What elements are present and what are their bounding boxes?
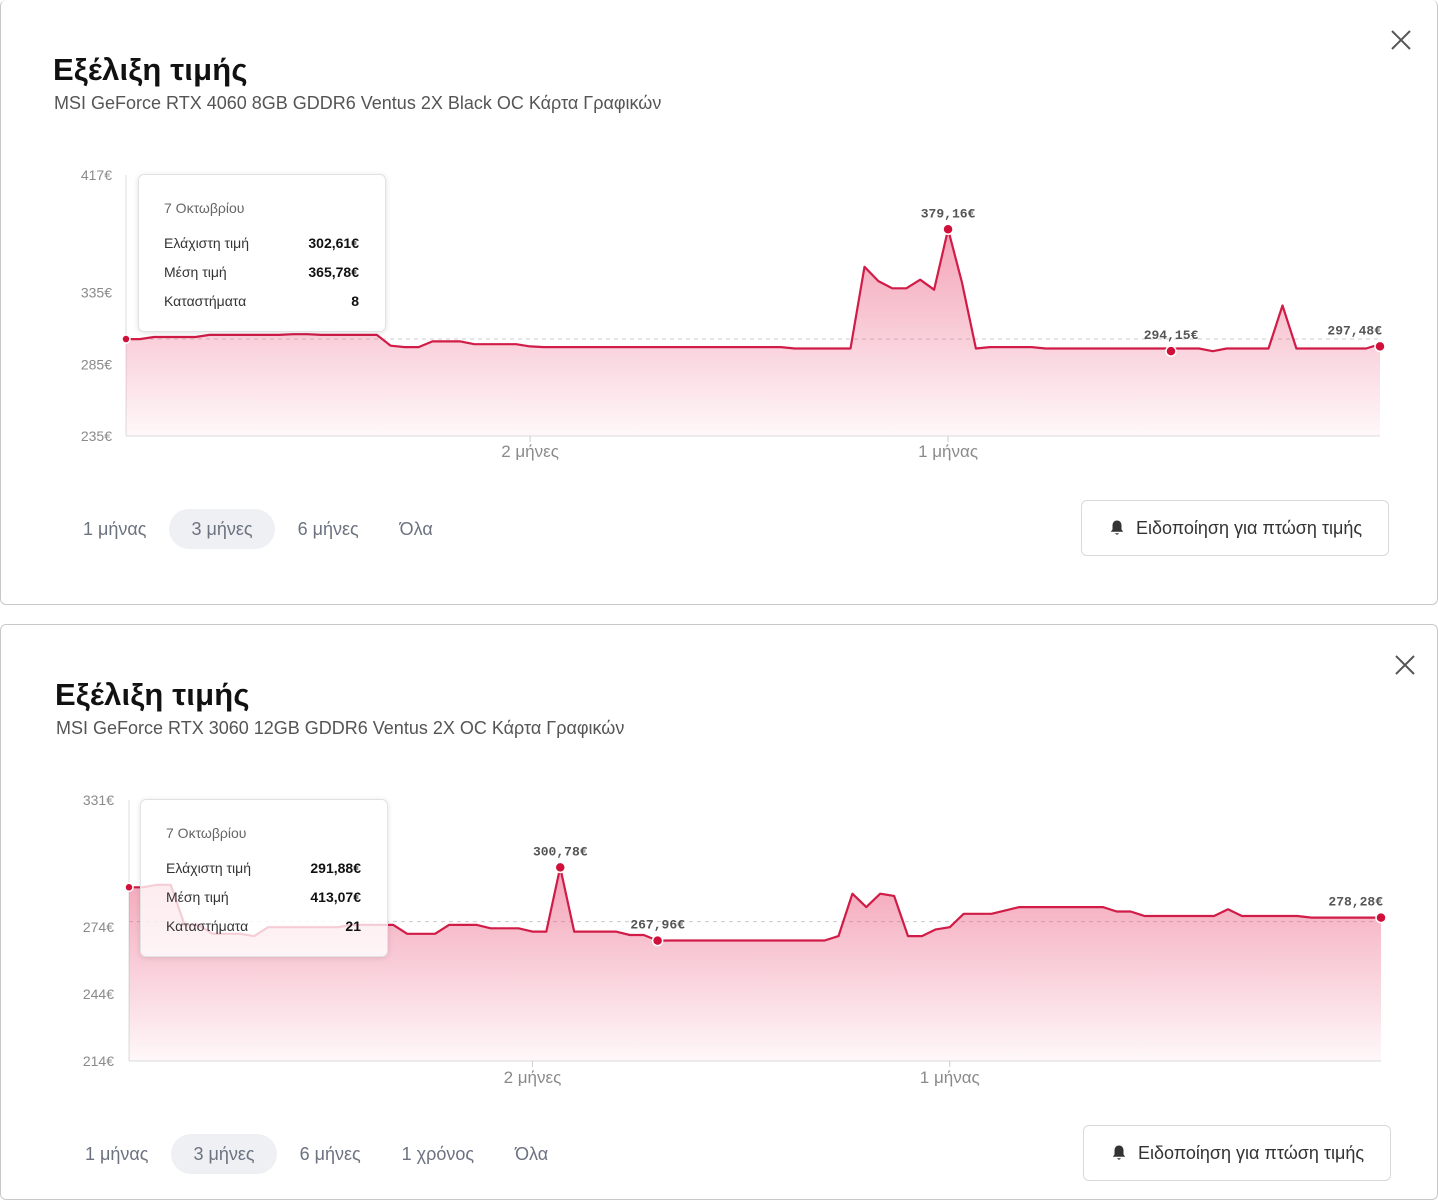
data-label: 278,28€ <box>1328 895 1383 910</box>
tooltip-avg-value: 365,78€ <box>308 264 359 280</box>
tooltip-stores-value: 21 <box>345 918 361 934</box>
alert-button-label: Ειδοποίηση για πτώση τιμής <box>1137 1142 1365 1163</box>
x-tick-label: 1 μήνας <box>920 1068 980 1087</box>
y-tick-label: 274€ <box>83 919 114 935</box>
tooltip-stores-label: Καταστήματα <box>166 918 249 934</box>
range-6-months-button[interactable]: 6 μήνες <box>297 519 359 539</box>
price-point <box>1375 911 1387 924</box>
tooltip-min-value: 291,88€ <box>310 860 361 876</box>
range-1-month-button[interactable]: 1 μήνας <box>83 519 147 539</box>
data-label: 379,16€ <box>921 206 976 221</box>
price-history-modal: 235€ 285€ 335€ 417€ 2 μήνες 1 μήνας 379,16€ 294… <box>0 0 1438 605</box>
price-point <box>1374 340 1386 353</box>
tooltip-stores-label: Καταστήματα <box>164 293 247 309</box>
price-point <box>651 934 664 947</box>
chart-tooltip: 7 Οκτωβρίου Ελάχιστη τιμή 291,88€ Μέση τ… <box>140 799 388 957</box>
x-tick-label: 2 μήνες <box>501 442 559 461</box>
data-label: 267,96€ <box>630 918 685 933</box>
tooltip-min-label: Ελάχιστη τιμή <box>166 860 252 876</box>
chart-tooltip: 7 Οκτωβρίου Ελάχιστη τιμή 302,61€ Μέση τ… <box>138 174 386 332</box>
y-tick-label: 244€ <box>83 986 114 1002</box>
bell-icon <box>1110 1144 1128 1162</box>
modal-title: Εξέλιξη τιμής <box>53 52 248 87</box>
price-area <box>129 867 1381 1061</box>
product-name: MSI GeForce RTX 3060 12GB GDDR6 Ventus 2… <box>56 718 625 738</box>
price-point <box>1165 345 1177 357</box>
range-1-year-button[interactable]: 1 χρόνος <box>401 1144 475 1164</box>
close-icon <box>1391 30 1411 50</box>
y-tick-label: 285€ <box>81 356 112 372</box>
tooltip-date: 7 Οκτωβρίου <box>166 825 247 841</box>
range-1-month-button[interactable]: 1 μήνας <box>85 1144 149 1164</box>
price-area <box>126 229 1380 436</box>
y-tick-label: 214€ <box>83 1053 114 1069</box>
y-tick-label: 235€ <box>81 428 112 444</box>
tooltip-avg-label: Μέση τιμή <box>166 889 229 905</box>
start-point <box>121 334 131 344</box>
price-history-modal: 214€ 244€ 274€ 331€ 2 μήνες 1 μήνας 300,78€ 267… <box>0 624 1438 1200</box>
range-6-months-button[interactable]: 6 μήνες <box>299 1144 361 1164</box>
tooltip-min-value: 302,61€ <box>308 235 359 251</box>
price-point <box>942 223 954 236</box>
data-label: 294,15€ <box>1144 328 1199 343</box>
alert-button-label: Ειδοποίηση για πτώση τιμής <box>1135 517 1363 538</box>
close-icon <box>1395 655 1415 675</box>
modal-title: Εξέλιξη τιμής <box>55 677 250 712</box>
start-point <box>124 882 134 893</box>
tooltip-avg-value: 413,07€ <box>310 889 361 905</box>
x-tick-label: 2 μήνες <box>504 1068 562 1087</box>
range-selector: 1 μήνας 3 μήνες 6 μήνες Όλα <box>65 509 456 549</box>
y-tick-label: 335€ <box>81 285 112 301</box>
range-3-months-button[interactable]: 3 μήνες <box>169 509 275 549</box>
tooltip-stores-value: 8 <box>351 293 359 309</box>
price-drop-alert-button[interactable]: Ειδοποίηση για πτώση τιμής <box>1081 500 1389 556</box>
data-label: 297,48€ <box>1327 323 1382 338</box>
bell-icon <box>1108 519 1126 537</box>
x-tick-label: 1 μήνας <box>918 442 978 461</box>
price-drop-alert-button[interactable]: Ειδοποίηση για πτώση τιμής <box>1083 1125 1391 1181</box>
tooltip-date: 7 Οκτωβρίου <box>164 200 245 216</box>
price-chart: 235€ 285€ 335€ 417€ 2 μήνες 1 μήνας 379,16€ 294… <box>81 167 1386 461</box>
range-selector: 1 μήνας 3 μήνες 6 μήνες 1 χρόνος Όλα <box>67 1134 571 1174</box>
product-name: MSI GeForce RTX 4060 8GB GDDR6 Ventus 2X… <box>54 93 662 113</box>
tooltip-min-label: Ελάχιστη τιμή <box>164 235 250 251</box>
range-all-button[interactable]: Όλα <box>399 519 433 539</box>
y-tick-label: 331€ <box>83 792 114 808</box>
y-tick-label: 417€ <box>81 167 112 183</box>
range-3-months-button[interactable]: 3 μήνες <box>171 1134 277 1174</box>
tooltip-avg-label: Μέση τιμή <box>164 264 227 280</box>
range-all-button[interactable]: Όλα <box>515 1144 549 1164</box>
close-button[interactable] <box>1391 651 1419 679</box>
data-label: 300,78€ <box>533 844 588 859</box>
close-button[interactable] <box>1387 26 1415 54</box>
price-point <box>554 861 566 874</box>
